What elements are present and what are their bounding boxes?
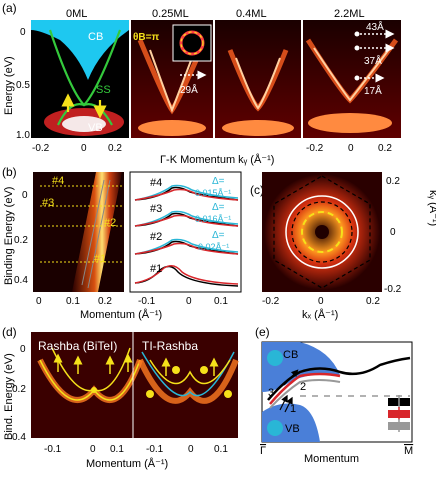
panel-c-axes: 0.2 0 -0.2 kᵧ (Å⁻¹) -0.2 0 0.2 kₓ (Å⁻¹) [262, 176, 436, 321]
panel-d-xtick-3: 0.1 [110, 444, 124, 455]
panel-b-xtick-02: 0.2 [98, 296, 112, 307]
cut-1: #1 [94, 253, 106, 265]
panel-d-ylabel: Bind. Energy (eV) [3, 353, 15, 440]
delta-value-3: 0.02Å⁻¹ [198, 242, 229, 252]
panel-a-xlabel: Γ-K Momentum kᵧ (Å⁻¹) [160, 153, 274, 166]
panel-d-ytick-02: 0.2 [12, 384, 26, 395]
panel-a-xaxis: -0.2 0 0.2 -0.2 0 0.2 Γ-K Momentum kᵧ (Å… [32, 143, 392, 166]
panel-e-n3: 3 [268, 387, 274, 399]
xtick-a4-pos: 0.2 [378, 143, 392, 154]
panel-c-xtick-neg: -0.2 [262, 296, 280, 307]
mdc-label-2: #2 [150, 231, 162, 243]
panel-e-schematic: CB VB 2 3 1 [261, 341, 413, 443]
xtick-a1-neg: -0.2 [32, 143, 50, 154]
mdc-label-4: #4 [150, 177, 162, 189]
xtick-a1-pos: 0.2 [108, 143, 122, 154]
panel-b-xtick-01: 0.1 [66, 296, 80, 307]
panel-d-ytick-0: 0 [20, 344, 26, 355]
mdc-label-3: #3 [150, 203, 162, 215]
cut-3: #3 [42, 197, 54, 209]
panel-a-22ml: 43Å 37Å 17Å 2.2ML [303, 8, 401, 138]
ann-43: 43Å [366, 20, 384, 33]
delta-label-1: Δ= [212, 176, 225, 187]
panel-d-xtick-2: 0 [90, 444, 96, 455]
panel-b-ytick-04: 0.4 [14, 275, 28, 286]
panel-d-xtick-6: 0.1 [214, 444, 228, 455]
mdc-xtick-neg: -0.1 [138, 296, 156, 307]
mdc-xtick-zero: 0 [186, 296, 192, 307]
panel-a-025ml: θB=π 29Å 0.25ML [131, 8, 213, 138]
panel-d-image: Rashba (BiTeI) TI-Rashba [31, 332, 239, 438]
panel-e-cb: CB [283, 349, 298, 361]
ann-29: 29Å [180, 83, 198, 96]
panel-c-xtick-zero: 0 [318, 296, 324, 307]
panel-a-ytick-0: 0 [20, 27, 26, 38]
panel-d-ytick-04: 0.4 [12, 432, 26, 443]
panel-c-ytick-neg: -0.2 [384, 284, 402, 295]
xtick-a4-zero: 0 [348, 143, 354, 154]
panel-e-axes: Γ M Momentum [260, 445, 413, 465]
panel-d-xtick-1: -0.1 [44, 444, 62, 455]
panel-c-xlabel: kₓ (Å⁻¹) [302, 308, 338, 321]
panel-d-xlabel: Momentum (Å⁻¹) [86, 457, 168, 470]
cb-label: CB [88, 31, 103, 43]
ti-rashba-title: TI-Rashba [142, 339, 198, 353]
panel-e-n2: 2 [300, 381, 306, 393]
panel-b-xlabel: Momentum (Å⁻¹) [80, 308, 162, 321]
panel-e-vb: VB [285, 423, 300, 435]
panel-c-ytick-pos: 0.2 [386, 176, 400, 187]
title-025ml: 0.25ML [152, 8, 189, 20]
panel-e-n1: 1 [290, 403, 296, 415]
panel-a-ytick-1: 1.0 [16, 130, 30, 141]
cut-4: #4 [52, 175, 64, 187]
panel-b-xtick-0: 0 [36, 296, 42, 307]
title-04ml: 0.4ML [236, 8, 267, 20]
panel-c-xtick-pos: 0.2 [366, 296, 380, 307]
panel-c-ylabel: kᵧ (Å⁻¹) [427, 190, 436, 226]
xtick-a1-zero: 0 [81, 143, 87, 154]
mdc-xtick-pos: 0.1 [214, 296, 228, 307]
theta-label: θB=π [133, 32, 159, 43]
panel-b-mdc: #4 #3 #2 #1 Δ= 0.015Å⁻¹ Δ= 0.016Å⁻¹ Δ= 0… [129, 171, 242, 307]
mdc-label-1: #1 [150, 263, 162, 275]
panel-d-axes: Bind. Energy (eV) 0 0.2 0.4 -0.1 0 0.1 -… [3, 344, 228, 470]
panel-e-xlabel: Momentum [304, 453, 359, 465]
panel-e-m: M [404, 445, 413, 457]
panel-b-ylabel: Binding Energy (eV) [3, 187, 15, 285]
panel-a-ylabel: Energy (eV) [3, 56, 15, 115]
panel-a-ytick-05: 0.5 [16, 80, 30, 91]
panel-d-xtick-5: 0 [188, 444, 194, 455]
panel-b-axes: Binding Energy (eV) 0 0.2 0.4 0 0.1 0.2 [3, 187, 112, 307]
panel-c-map [262, 172, 382, 292]
delta-label-3: Δ= [212, 230, 225, 241]
panel-d-label: (d) [2, 325, 17, 339]
title-22ml: 2.2ML [334, 8, 365, 20]
panel-e-label: (e) [255, 325, 270, 339]
ann-37: 37Å [364, 54, 382, 67]
vb-label: VB [88, 122, 103, 134]
panel-e-gamma: Γ [260, 445, 266, 457]
panel-d-xtick-4: -0.1 [146, 444, 164, 455]
ss-label: SS [96, 84, 111, 96]
panel-b-ytick-02: 0.2 [14, 235, 28, 246]
panel-b-image: #4 #3 #2 #1 [33, 172, 124, 292]
xtick-a4-neg: -0.2 [306, 143, 324, 154]
panel-a-label: (a) [2, 1, 17, 15]
rashba-title: Rashba (BiTeI) [38, 339, 117, 353]
panel-c-ytick-zero: 0 [390, 227, 396, 238]
panel-a-04ml: 0.4ML [215, 8, 301, 138]
panel-c-label: (c) [250, 183, 264, 197]
panel-a-yaxis: Energy (eV) 0 0.5 1.0 [3, 27, 30, 141]
delta-value-2: 0.016Å⁻¹ [195, 214, 231, 224]
ann-17: 17Å [364, 84, 382, 97]
delta-label-2: Δ= [212, 202, 225, 213]
panel-a-0ml: CB SS VB 0ML [31, 8, 129, 138]
cut-2: #2 [104, 217, 116, 229]
title-0ml: 0ML [66, 8, 87, 20]
panel-b-label: (b) [2, 165, 17, 179]
panel-b-ytick-0: 0 [22, 190, 28, 201]
delta-value-1: 0.015Å⁻¹ [195, 188, 231, 198]
